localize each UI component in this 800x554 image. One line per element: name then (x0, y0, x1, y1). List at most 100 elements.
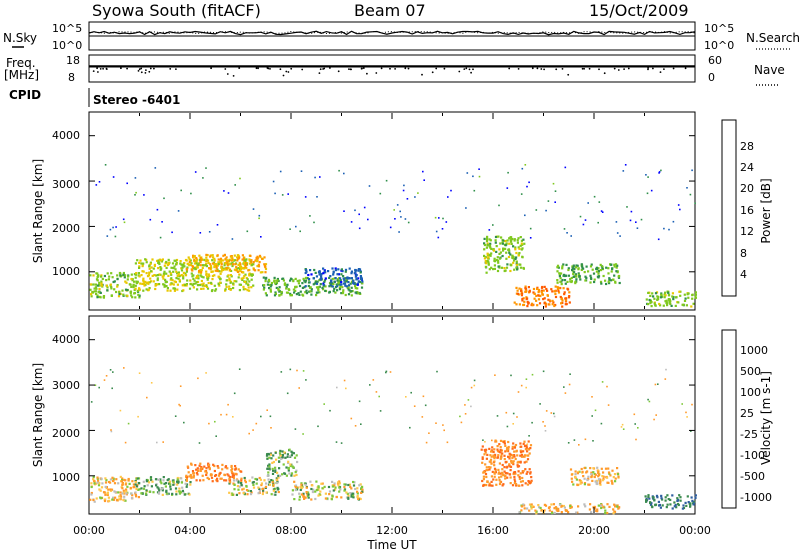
heatmap-cell (357, 277, 360, 280)
heatmap-cell (154, 478, 158, 481)
heatmap-cell (579, 482, 582, 485)
heatmap-cell (216, 264, 219, 267)
heatmap-cell (231, 493, 234, 496)
heatmap-cell (280, 290, 283, 294)
heatmap-cell (302, 492, 305, 495)
heatmap-cell (553, 511, 556, 514)
heatmap-cell (90, 295, 93, 298)
heatmap-cell (258, 217, 260, 220)
heatmap-cell (293, 498, 296, 501)
heatmap-cell (591, 415, 593, 417)
heatmap-cell (171, 231, 173, 234)
heatmap-cell (500, 454, 503, 457)
heatmap-cell (96, 296, 99, 299)
heatmap-cell (258, 261, 261, 264)
heatmap-cell (246, 230, 249, 233)
heatmap-cell (488, 238, 491, 241)
heatmap-cell (484, 256, 487, 259)
heatmap-cell (497, 265, 500, 268)
heatmap-cell (114, 491, 117, 494)
heatmap-cell (634, 423, 636, 425)
heatmap-cell (336, 278, 339, 281)
heatmap-cell (109, 369, 112, 371)
heatmap-cell (198, 270, 201, 273)
heatmap-cell (554, 506, 558, 509)
heatmap-cell (328, 490, 332, 493)
heatmap-cell (124, 288, 128, 291)
heatmap-cell (626, 206, 628, 208)
heatmap-cell (561, 301, 564, 304)
heatmap-cell (537, 294, 540, 297)
heatmap-cell (358, 291, 361, 295)
heatmap-cell (176, 288, 179, 291)
heatmap-cell (504, 461, 507, 464)
heatmap-cell (339, 284, 342, 287)
heatmap-cell (410, 391, 412, 394)
heatmap-cell (583, 483, 586, 486)
heatmap-cell (240, 470, 243, 473)
heatmap-cell (602, 471, 605, 474)
heatmap-cell (183, 493, 186, 496)
heatmap-cell (183, 262, 186, 265)
heatmap-cell (180, 267, 183, 270)
heatmap-cell (221, 463, 224, 466)
heatmap-cell (101, 482, 104, 485)
heatmap-cell (121, 477, 124, 480)
heatmap-cell (505, 257, 508, 260)
nave-point (153, 67, 155, 70)
heatmap-cell (288, 455, 291, 458)
heatmap-cell (302, 494, 305, 497)
heatmap-cell (205, 265, 208, 268)
heatmap-cell (278, 452, 282, 455)
heatmap-cell (499, 472, 502, 475)
heatmap-cell (305, 379, 307, 381)
heatmap-cell (564, 282, 567, 285)
heatmap-cell (514, 443, 518, 447)
heatmap-cell (267, 453, 270, 456)
heatmap-cell (182, 277, 185, 280)
heatmap-cell (649, 302, 652, 305)
heatmap-cell (244, 265, 247, 268)
heatmap-cell (554, 285, 557, 288)
heatmap-cell (289, 228, 291, 230)
heatmap-cell (524, 448, 527, 451)
nave-point (647, 68, 649, 71)
heatmap-cell (200, 269, 203, 272)
heatmap-cell (206, 287, 210, 290)
heatmap-cell (147, 481, 151, 484)
heatmap-cell (272, 483, 275, 486)
heatmap-cell (554, 292, 557, 296)
heatmap-cell (127, 422, 130, 425)
heatmap-cell (278, 286, 281, 289)
heatmap-cell (166, 289, 169, 292)
heatmap-cell (483, 237, 486, 240)
heatmap-cell (268, 456, 271, 459)
heatmap-cell (464, 404, 466, 406)
heatmap-cell (284, 456, 287, 459)
heatmap-cell (252, 284, 255, 287)
heatmap-cell (572, 483, 575, 486)
heatmap-cell (601, 381, 604, 383)
heatmap-cell (521, 476, 524, 480)
heatmap-cell (288, 472, 291, 475)
heatmap-cell (528, 480, 531, 483)
heatmap-cell (648, 400, 651, 403)
heatmap-cell (513, 475, 516, 478)
heatmap-cell (493, 264, 496, 267)
heatmap-cell (114, 235, 117, 238)
heatmap-cell (161, 258, 164, 261)
heatmap-cell (198, 464, 201, 467)
heatmap-cell (277, 490, 280, 494)
heatmap-cell (516, 239, 519, 242)
heatmap-cell (312, 283, 315, 286)
heatmap-cell (213, 469, 216, 473)
heatmap-cell (341, 286, 344, 289)
heatmap-cell (360, 277, 363, 280)
heatmap-cell (163, 285, 166, 288)
heatmap-cell (188, 287, 192, 290)
heatmap-cell (597, 504, 600, 507)
heatmap-cell (489, 461, 492, 464)
heatmap-cell (151, 258, 154, 261)
heatmap-cell (225, 261, 228, 264)
heatmap-cell (489, 484, 492, 487)
